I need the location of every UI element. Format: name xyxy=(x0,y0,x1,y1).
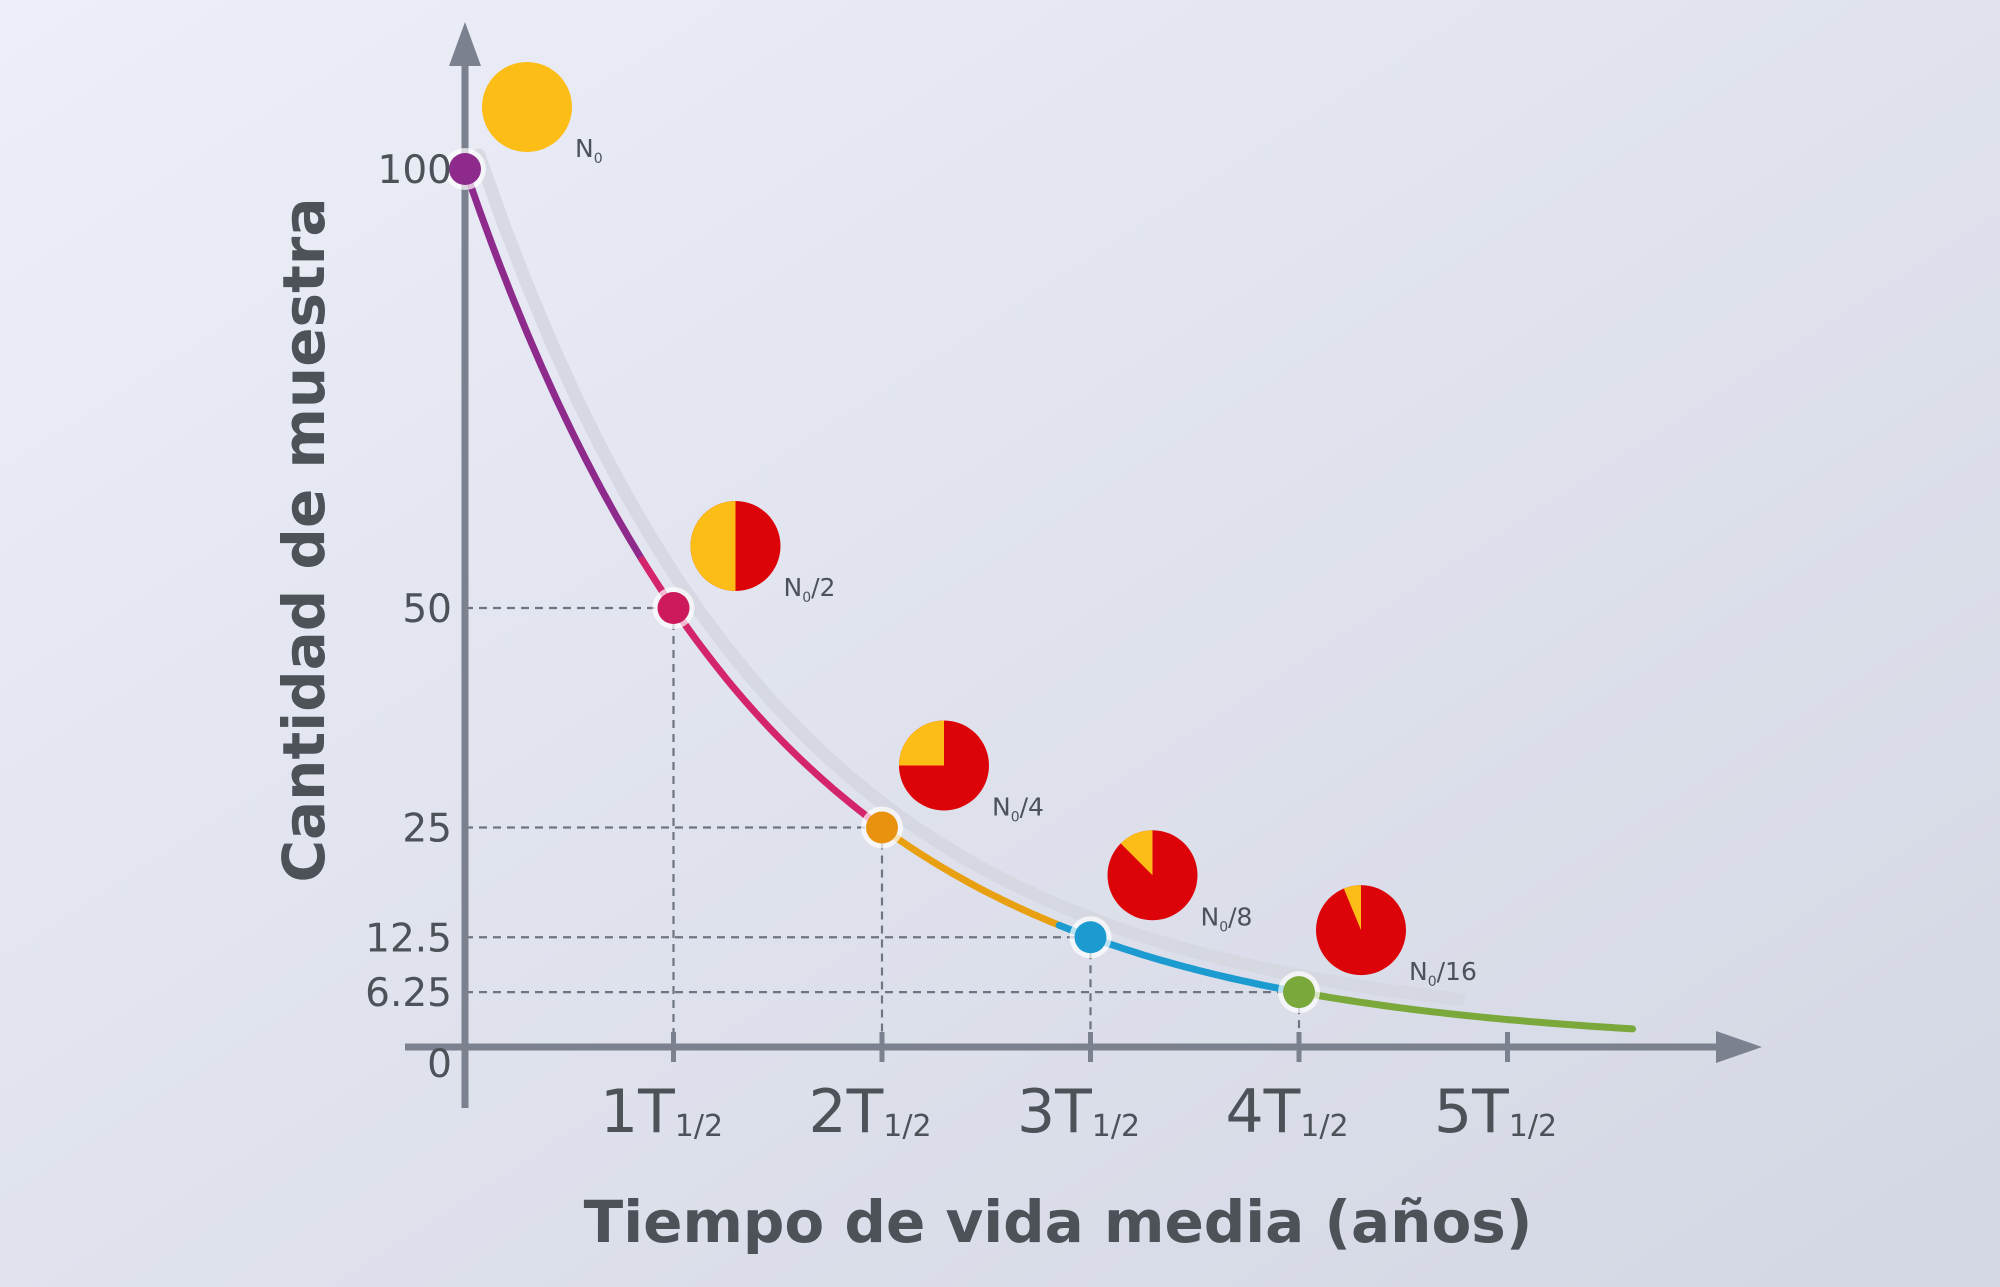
x-tick-sub: 1/2 xyxy=(1300,1109,1348,1144)
pie-4: N0/16 xyxy=(1316,885,1477,990)
pie-label-tail: /2 xyxy=(811,573,835,602)
pie-label: N0/8 xyxy=(1201,902,1253,935)
pie-label-main: N xyxy=(784,573,803,602)
pie-2: N0/4 xyxy=(899,720,1044,826)
x-tick-sub: 1/2 xyxy=(675,1109,723,1144)
pie-label: N0/16 xyxy=(1409,957,1477,990)
x-tick-sub: 1/2 xyxy=(883,1109,931,1144)
pie-label-main: N xyxy=(1409,957,1428,986)
x-axis-arrow-icon xyxy=(1716,1031,1762,1063)
data-point-dot xyxy=(1283,976,1315,1009)
x-tick-main: 1T xyxy=(600,1077,675,1147)
pie-label-sub: 0 xyxy=(802,590,811,606)
pie-label-sub: 0 xyxy=(594,151,603,167)
pie-label-tail: /16 xyxy=(1437,957,1477,986)
pie-label: N0 xyxy=(575,134,603,167)
pie-remaining xyxy=(1343,885,1361,931)
y-tick-label: 12.5 xyxy=(365,916,452,961)
decay-curve-segment xyxy=(878,824,1063,929)
pie-label-sub: 0 xyxy=(1219,919,1228,935)
y-tick-label: 6.25 xyxy=(365,971,452,1016)
pie-label-main: N xyxy=(992,793,1011,822)
x-tick-label: 1T1/2 xyxy=(600,1077,723,1147)
y-tick-label: 0 xyxy=(427,1042,452,1087)
pie-0: N0 xyxy=(482,62,603,167)
data-point xyxy=(861,806,903,849)
x-axis-title: Tiempo de vida media (años) xyxy=(584,1188,1533,1256)
x-tick-sub: 1/2 xyxy=(1092,1109,1140,1144)
x-tick-label: 2T1/2 xyxy=(808,1077,931,1147)
pie-label-main: N xyxy=(1201,902,1220,931)
pie-remaining xyxy=(482,62,572,152)
pie-label: N0/2 xyxy=(784,573,836,606)
y-tick-label: 100 xyxy=(378,148,452,193)
decay-curve-segment xyxy=(461,165,646,564)
pie-label: N0/4 xyxy=(992,793,1044,826)
pie-remaining xyxy=(1120,830,1153,876)
y-tick-label: 50 xyxy=(402,587,452,632)
data-point-dot xyxy=(449,153,481,185)
y-axis-title: Cantidad de muestra xyxy=(270,197,338,882)
data-point xyxy=(1069,916,1112,959)
pie-1: N0/2 xyxy=(690,501,836,606)
data-point-dot xyxy=(1074,921,1107,954)
decay-curve-segment xyxy=(1295,988,1637,1033)
x-tick-main: 3T xyxy=(1017,1077,1092,1147)
y-tick-label: 25 xyxy=(402,807,452,852)
pie-label-tail: /8 xyxy=(1228,902,1252,931)
data-point-dot xyxy=(866,811,898,844)
pie-label-tail: /4 xyxy=(1020,793,1044,822)
data-point xyxy=(444,148,486,190)
x-tick-label: 3T1/2 xyxy=(1017,1077,1140,1147)
x-tick-main: 5T xyxy=(1434,1077,1509,1147)
pie-label-main: N xyxy=(575,134,594,163)
x-tick-sub: 1/2 xyxy=(1509,1109,1557,1144)
pie-label-sub: 0 xyxy=(1011,810,1020,826)
x-tick-label: 4T1/2 xyxy=(1225,1077,1348,1147)
y-axis-arrow-icon xyxy=(449,22,481,66)
pie-label-sub: 0 xyxy=(1428,974,1437,990)
data-point-dot xyxy=(657,592,690,624)
pie-3: N0/8 xyxy=(1107,830,1253,935)
x-tick-label: 5T1/2 xyxy=(1434,1077,1557,1147)
x-tick-main: 4T xyxy=(1225,1077,1300,1147)
data-point xyxy=(652,587,695,629)
pie-remaining xyxy=(899,720,944,766)
x-tick-main: 2T xyxy=(808,1077,883,1147)
data-point xyxy=(1278,971,1320,1014)
pie-remaining xyxy=(690,501,736,591)
